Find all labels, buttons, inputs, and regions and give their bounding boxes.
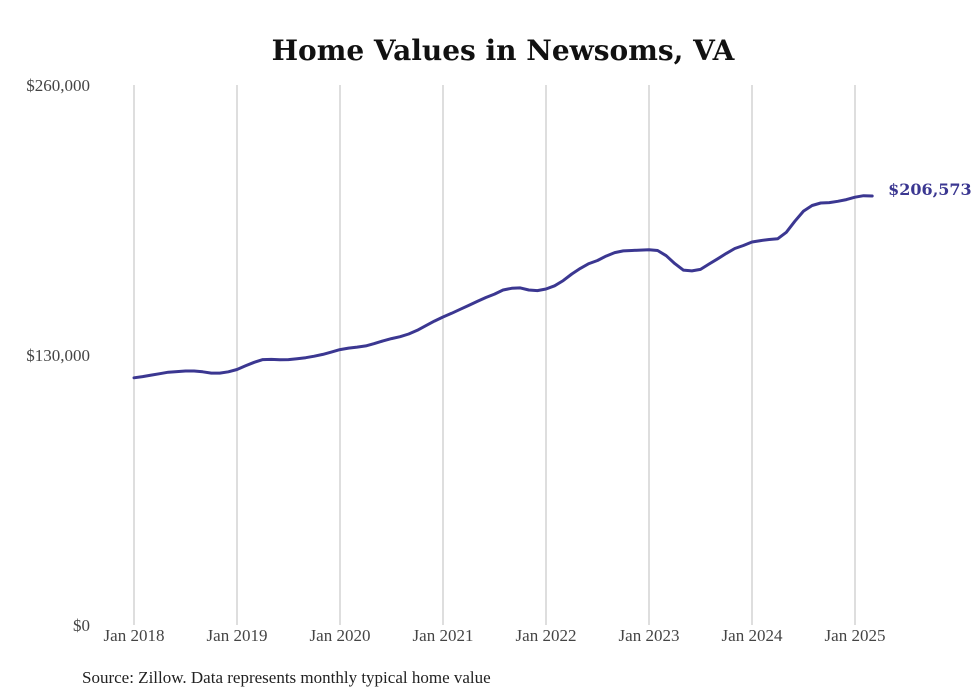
series-line-home-value	[132, 194, 874, 380]
grid-lines	[133, 85, 856, 625]
x-tick-label: Jan 2024	[722, 626, 783, 645]
x-tick-label: Jan 2025	[825, 626, 886, 645]
y-tick-label: $0	[73, 616, 90, 635]
x-tick-label: Jan 2022	[516, 626, 577, 645]
x-tick-label: Jan 2020	[310, 626, 371, 645]
y-tick-label: $130,000	[26, 346, 90, 365]
y-axis-ticks: $0 $130,000 $260,000	[26, 76, 90, 635]
x-tick-label: Jan 2021	[413, 626, 474, 645]
end-value-label: $206,573	[888, 180, 972, 199]
x-axis-ticks: Jan 2018 Jan 2019 Jan 2020 Jan 2021 Jan 2022…	[104, 626, 886, 645]
y-tick-label: $260,000	[26, 76, 90, 95]
x-tick-label: Jan 2018	[104, 626, 165, 645]
x-tick-label: Jan 2023	[619, 626, 680, 645]
x-tick-label: Jan 2019	[207, 626, 268, 645]
chart-title: Home Values in Newsoms, VA	[272, 34, 736, 67]
source-note: Source: Zillow. Data represents monthly …	[82, 668, 491, 687]
